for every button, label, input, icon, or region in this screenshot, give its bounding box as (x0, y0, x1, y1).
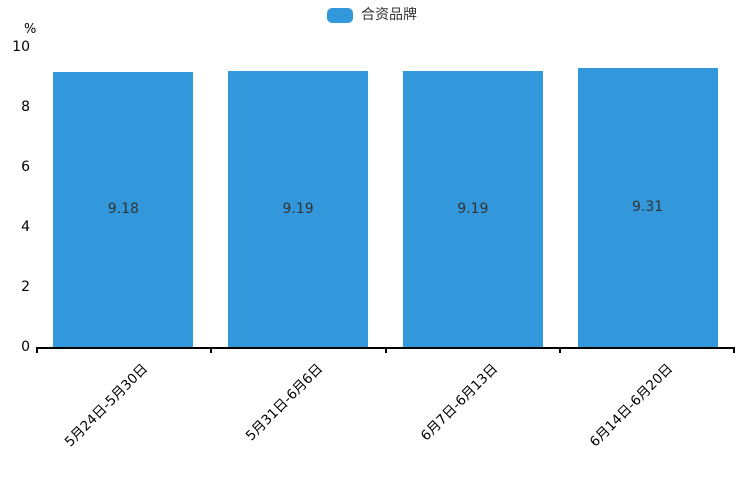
y-axis-tick-label: 8 (21, 99, 30, 115)
y-axis-tick-label: 4 (21, 219, 30, 235)
x-axis-tick (36, 347, 38, 353)
y-axis-tick-label: 2 (21, 279, 30, 295)
y-axis-tick-label: 6 (21, 159, 30, 175)
plot-area: 9.18 9.19 9.19 9.31 (36, 47, 735, 353)
x-axis-category-label: 5月24日-5月30日 (62, 360, 152, 451)
x-axis-tick (209, 347, 212, 353)
x-axis-tick (559, 347, 562, 353)
bar[interactable]: 9.19 (228, 71, 369, 347)
legend: 合资品牌 (0, 8, 744, 23)
bar-value-label: 9.19 (282, 201, 314, 218)
y-axis-tick-label: 10 (12, 39, 30, 55)
x-axis-tick (733, 347, 735, 353)
legend-item[interactable]: 合资品牌 (327, 8, 417, 23)
bar-value-label: 9.31 (632, 199, 664, 216)
bar-value-label: 9.19 (457, 201, 489, 218)
legend-item-label: 合资品牌 (361, 7, 417, 23)
y-axis-tick-label: 0 (21, 339, 30, 355)
bar[interactable]: 9.19 (402, 71, 543, 347)
legend-swatch-icon (327, 8, 353, 23)
bar-value-label: 9.18 (107, 201, 139, 218)
bar[interactable]: 9.18 (53, 71, 194, 347)
x-axis-tick (384, 347, 387, 353)
bar[interactable]: 9.31 (577, 67, 718, 347)
y-axis-unit-label: % (24, 22, 37, 37)
